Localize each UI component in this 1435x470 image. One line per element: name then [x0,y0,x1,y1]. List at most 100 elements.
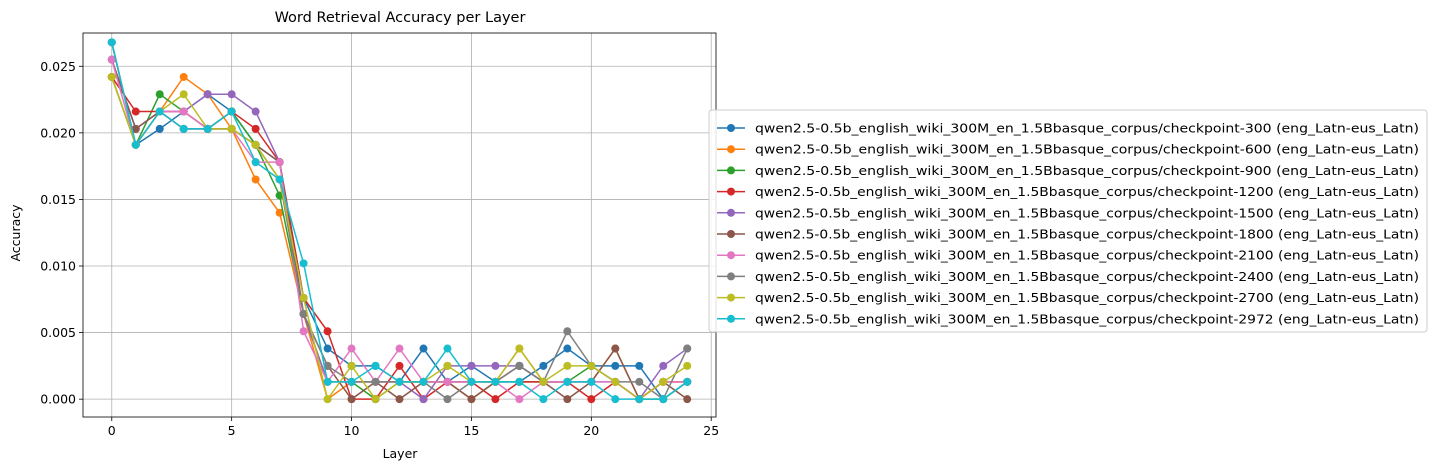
series-9 [107,72,692,404]
x-tick-label: 0 [108,423,116,438]
data-point [395,344,404,353]
data-point [131,124,140,133]
data-point [323,395,332,404]
data-point [491,377,500,386]
data-point [611,344,620,353]
data-point [515,361,524,370]
data-point [683,361,692,370]
data-point [275,158,284,167]
legend-entry: qwen2.5-0.5b_english_wiki_300M_en_1.5Bba… [717,163,1419,178]
legend-entry: qwen2.5-0.5b_english_wiki_300M_en_1.5Bba… [717,184,1419,199]
legend-marker [727,145,735,154]
data-point [635,395,644,404]
data-point [587,377,596,386]
plot-area [107,38,692,404]
data-point [539,361,548,370]
data-point [419,344,428,353]
data-point [251,140,260,149]
data-point [659,377,668,386]
data-point [155,107,164,116]
data-point [467,377,476,386]
legend-frame [708,109,1428,333]
data-point [395,377,404,386]
data-point [683,395,692,404]
data-point [347,361,356,370]
legend-marker [727,314,735,323]
data-point [179,72,188,81]
data-point [515,377,524,386]
y-tick-label: 0.020 [40,125,76,140]
data-point [659,361,668,370]
data-point [107,72,116,81]
legend-label: qwen2.5-0.5b_english_wiki_300M_en_1.5Bba… [755,311,1419,326]
data-point [635,361,644,370]
y-tick-label: 0.025 [40,59,76,74]
legend-label: qwen2.5-0.5b_english_wiki_300M_en_1.5Bba… [755,121,1419,136]
data-point [443,377,452,386]
data-point [563,327,572,336]
data-point [275,175,284,184]
data-point [107,55,116,64]
legend-label: qwen2.5-0.5b_english_wiki_300M_en_1.5Bba… [755,248,1419,263]
legend-marker [727,293,735,302]
data-point [371,361,380,370]
data-point [251,124,260,133]
legend-entry: qwen2.5-0.5b_english_wiki_300M_en_1.5Bba… [717,290,1419,305]
data-point [347,377,356,386]
legend-marker [727,272,735,281]
data-point [371,377,380,386]
legend-entry: qwen2.5-0.5b_english_wiki_300M_en_1.5Bba… [717,121,1419,136]
data-point [587,395,596,404]
data-point [227,90,236,99]
data-point [131,140,140,149]
legend-entry: qwen2.5-0.5b_english_wiki_300M_en_1.5Bba… [717,248,1419,263]
data-point [203,90,212,99]
legend-label: qwen2.5-0.5b_english_wiki_300M_en_1.5Bba… [755,184,1419,199]
x-tick-label: 20 [583,423,599,438]
data-point [539,377,548,386]
data-point [563,395,572,404]
chart-title: Word Retrieval Accuracy per Layer [275,10,526,26]
data-point [443,361,452,370]
data-point [251,175,260,184]
legend-entry: qwen2.5-0.5b_english_wiki_300M_en_1.5Bba… [717,269,1419,284]
legend-label: qwen2.5-0.5b_english_wiki_300M_en_1.5Bba… [755,142,1419,157]
legend-marker [727,230,735,238]
legend-label: qwen2.5-0.5b_english_wiki_300M_en_1.5Bba… [755,227,1419,242]
data-point [683,377,692,386]
legend-label: qwen2.5-0.5b_english_wiki_300M_en_1.5Bba… [755,269,1419,284]
legend-marker [727,208,735,217]
series-2 [107,72,692,404]
data-point [419,395,428,404]
data-point [275,208,284,217]
data-point [299,259,308,268]
data-point [491,361,500,370]
data-point [395,361,404,370]
data-point [203,124,212,133]
data-point [179,90,188,99]
y-axis-label: Accuracy [8,204,23,262]
series-10 [107,38,692,404]
data-point [683,344,692,353]
y-tick-label: 0.005 [40,325,76,340]
x-tick-label: 10 [344,423,360,438]
data-point [299,293,308,302]
data-point [179,107,188,116]
legend-entry: qwen2.5-0.5b_english_wiki_300M_en_1.5Bba… [717,205,1419,220]
data-point [467,395,476,404]
data-point [179,124,188,133]
legend-entry: qwen2.5-0.5b_english_wiki_300M_en_1.5Bba… [717,142,1419,157]
data-point [611,361,620,370]
data-point [227,107,236,116]
x-axis-label: Layer [383,446,419,461]
data-point [227,124,236,133]
legend-entry: qwen2.5-0.5b_english_wiki_300M_en_1.5Bba… [717,311,1419,326]
data-point [395,395,404,404]
legend-marker [727,124,735,132]
data-point [347,344,356,353]
data-point [587,361,596,370]
legend-marker [727,166,735,175]
series-4 [107,72,692,404]
x-tick-label: 25 [703,423,719,438]
